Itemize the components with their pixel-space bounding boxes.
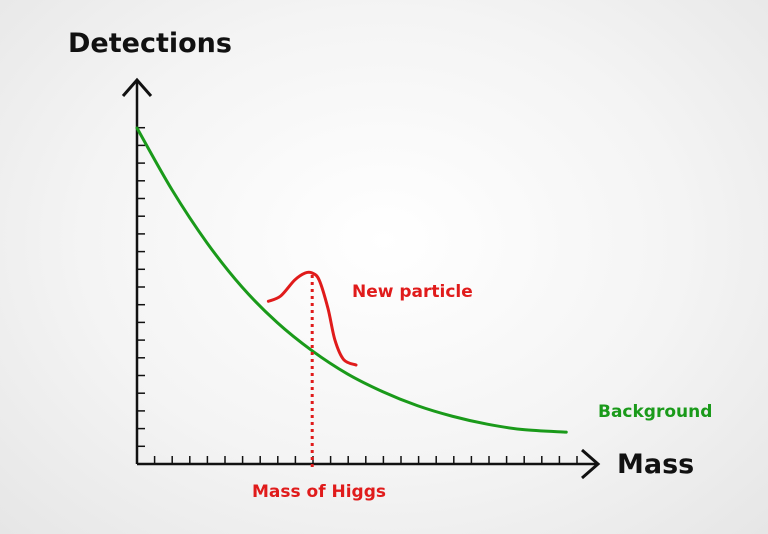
x-axis-title: Mass — [617, 449, 694, 480]
y-axis-arrow-icon — [121, 77, 153, 97]
new-particle-label: New particle — [352, 282, 473, 302]
x-axis-arrow-icon — [581, 448, 601, 480]
background-label: Background — [598, 402, 712, 422]
y-axis-ticks — [137, 126, 145, 448]
new-particle-series-line — [266, 270, 358, 367]
axes — [121, 77, 601, 480]
higgs-mass-label: Mass of Higgs — [252, 482, 386, 502]
background-series-line — [135, 126, 568, 434]
series-layer — [135, 126, 568, 434]
y-axis-title: Detections — [68, 28, 232, 59]
